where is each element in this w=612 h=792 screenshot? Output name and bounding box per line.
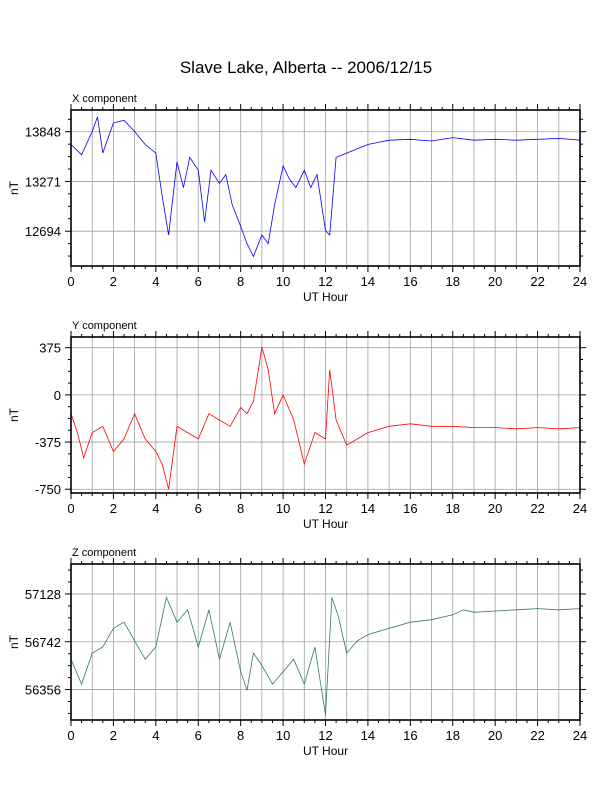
- y-tick-label: 375: [39, 341, 61, 356]
- x-tick-label: 8: [237, 728, 244, 743]
- x-tick-label: 2: [110, 728, 117, 743]
- y-tick-label: 13271: [25, 174, 61, 189]
- y-tick-label: 0: [54, 388, 61, 403]
- y-tick-label: 12694: [25, 224, 61, 239]
- x-tick-label: 18: [446, 274, 460, 289]
- x-tick-label: 12: [318, 274, 332, 289]
- x-tick-label: 16: [403, 501, 417, 516]
- x-tick-label: 20: [488, 274, 502, 289]
- y-tick-label: -750: [35, 482, 61, 497]
- y-axis-label: nT: [7, 180, 21, 195]
- y-axis-label: nT: [7, 407, 21, 422]
- x-tick-label: 8: [237, 501, 244, 516]
- x-tick-label: 16: [403, 274, 417, 289]
- x-tick-label: 22: [530, 501, 544, 516]
- x-tick-label: 4: [152, 501, 159, 516]
- x-tick-label: 10: [276, 274, 290, 289]
- x-tick-label: 0: [67, 501, 74, 516]
- x-tick-label: 20: [488, 728, 502, 743]
- x-axis-label: UT Hour: [303, 290, 348, 304]
- x-tick-label: 14: [361, 501, 375, 516]
- x-axis-label: UT Hour: [303, 744, 348, 758]
- x-tick-label: 0: [67, 274, 74, 289]
- x-tick-label: 8: [237, 274, 244, 289]
- x-tick-label: 6: [195, 728, 202, 743]
- panel-title: Y component: [72, 320, 137, 332]
- panel-title: Z component: [72, 547, 136, 559]
- data-series-line: [70, 346, 581, 490]
- x-tick-label: 0: [67, 728, 74, 743]
- x-tick-label: 6: [195, 274, 202, 289]
- x-tick-label: 10: [276, 728, 290, 743]
- x-tick-label: 10: [276, 501, 290, 516]
- x-tick-label: 4: [152, 274, 159, 289]
- panel-title: X component: [72, 93, 137, 105]
- y-tick-label: -375: [35, 435, 61, 450]
- x-tick-label: 16: [403, 728, 417, 743]
- data-series-line: [70, 116, 581, 258]
- x-tick-label: 2: [110, 501, 117, 516]
- x-tick-label: 4: [152, 728, 159, 743]
- y-tick-label: 56356: [25, 683, 61, 698]
- x-tick-label: 2: [110, 274, 117, 289]
- x-tick-label: 24: [573, 501, 587, 516]
- x-tick-label: 12: [318, 501, 332, 516]
- x-axis-label: UT Hour: [303, 517, 348, 531]
- x-tick-label: 14: [361, 274, 375, 289]
- x-tick-label: 18: [446, 501, 460, 516]
- x-tick-label: 24: [573, 728, 587, 743]
- y-tick-label: 57128: [25, 587, 61, 602]
- chart-title: Slave Lake, Alberta -- 2006/12/15: [179, 58, 433, 77]
- x-tick-label: 6: [195, 501, 202, 516]
- x-tick-label: 18: [446, 728, 460, 743]
- x-tick-label: 12: [318, 728, 332, 743]
- y-tick-label: 13848: [25, 125, 61, 140]
- x-tick-label: 22: [530, 728, 544, 743]
- x-tick-label: 14: [361, 728, 375, 743]
- x-tick-label: 24: [573, 274, 587, 289]
- x-tick-label: 20: [488, 501, 502, 516]
- x-tick-label: 22: [530, 274, 544, 289]
- y-axis-label: nT: [7, 634, 21, 649]
- y-tick-label: 56742: [25, 635, 61, 650]
- data-series-line: [70, 596, 581, 716]
